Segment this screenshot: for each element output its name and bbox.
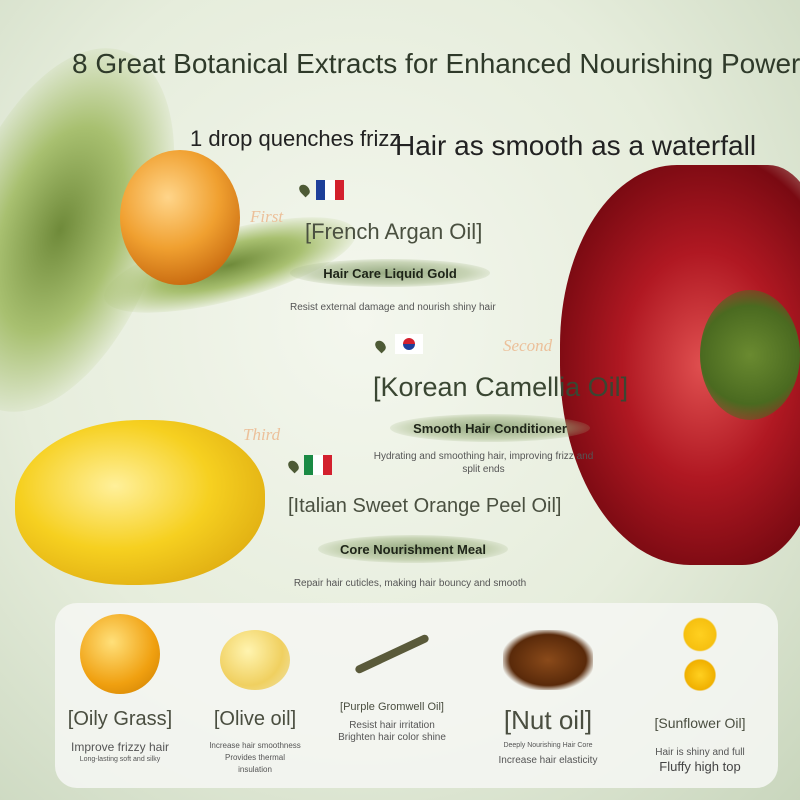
france-flag-icon	[316, 180, 344, 200]
italy-flag-icon	[304, 455, 332, 475]
sunflower-icon	[675, 612, 725, 702]
tagline-right: Hair as smooth as a waterfall	[395, 130, 757, 161]
ingredient-benefit: Resist hair irritation	[349, 720, 435, 731]
nut-capsules-icon	[503, 630, 593, 690]
ingredient-name: [Oily Grass]	[67, 708, 173, 730]
ingredient-benefit: Deeply Nourishing Hair Core	[503, 742, 593, 749]
extract-subtitle: Hair Care Liquid Gold	[290, 259, 490, 287]
page-title: 8 Great Botanical Extracts for Enhanced …	[72, 48, 800, 79]
extract-subtitle: Core Nourishment Meal	[318, 535, 508, 563]
oil-drop-icon	[80, 614, 160, 694]
location-pin-icon	[373, 338, 388, 354]
ingredient-benefit: Increase hair elasticity	[498, 755, 598, 766]
location-pin-icon	[297, 182, 312, 198]
ordinal-label: First	[250, 207, 284, 226]
extract-name: [Korean Camellia Oil]	[373, 372, 629, 402]
flower-center-image	[700, 290, 800, 420]
ingredient-benefit: Improve frizzy hair	[70, 740, 170, 754]
ingredient-card: [Oily Grass] Improve frizzy hair Long-la…	[50, 600, 190, 766]
ordinal-label: Second	[503, 336, 553, 355]
ingredient-name: [Purple Gromwell Oil]	[340, 701, 444, 713]
location-pin-icon	[286, 458, 301, 474]
ingredient-card: [Olive oil] Increase hair smoothness Pro…	[185, 600, 325, 776]
extract-name: [Italian Sweet Orange Peel Oil]	[288, 495, 562, 517]
olive-oil-icon	[220, 630, 290, 690]
ingredients-panel	[55, 603, 778, 788]
ingredient-card: [Nut oil] Deeply Nourishing Hair Core In…	[478, 600, 618, 767]
orange-image	[15, 420, 265, 585]
argan-oil-drop-image	[120, 150, 240, 285]
ingredient-benefit: Long-lasting soft and silky	[79, 756, 161, 763]
ingredient-benefit: Provides thermal insulation	[224, 753, 286, 774]
ingredient-benefit: Increase hair smoothness	[209, 741, 301, 750]
ingredient-name: [Sunflower Oil]	[654, 715, 746, 731]
extract-subtitle: Smooth Hair Conditioner	[390, 414, 590, 442]
ingredient-benefit: Hair is shiny and full	[655, 747, 745, 758]
extract-description: Resist external damage and nourish shiny…	[290, 302, 496, 313]
extract-description: Hydrating and smoothing hair, improving …	[373, 451, 594, 475]
ingredient-benefit: Fluffy high top	[659, 759, 741, 774]
extract-description: Repair hair cuticles, making hair bouncy…	[293, 578, 527, 589]
ingredient-card: [Purple Gromwell Oil] Resist hair irrita…	[322, 600, 462, 744]
extract-name: [French Argan Oil]	[305, 219, 483, 244]
ordinal-label: Third	[243, 425, 281, 444]
ingredient-name: [Olive oil]	[213, 708, 297, 730]
ingredient-card: [Sunflower Oil] Hair is shiny and full F…	[630, 600, 770, 774]
ingredient-benefit: Brighten hair color shine	[338, 732, 446, 743]
tagline-left: 1 drop quenches frizz	[190, 126, 401, 151]
gromwell-root-icon	[354, 633, 430, 675]
ingredient-name: [Nut oil]	[503, 705, 593, 735]
south-korea-flag-icon	[395, 334, 423, 354]
